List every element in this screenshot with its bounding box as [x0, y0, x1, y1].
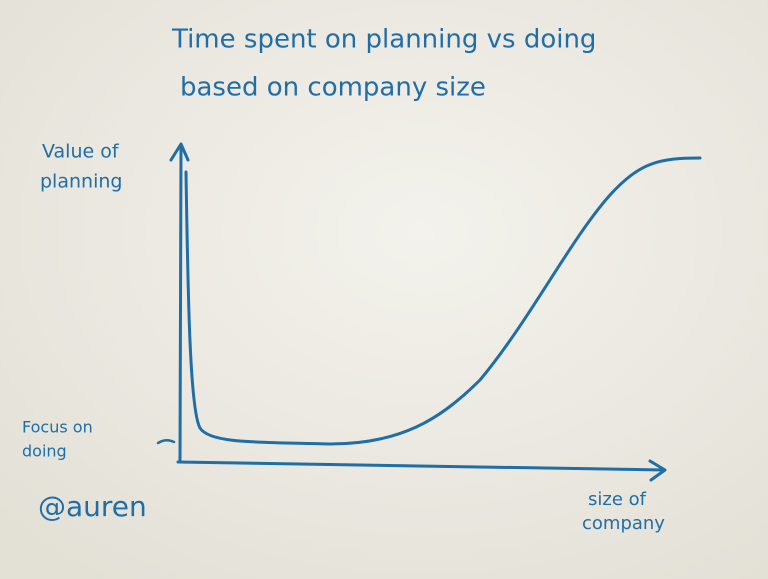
tick [156, 439, 176, 445]
title-line: Time spent on planning vs doing [171, 25, 596, 55]
y-axis [178, 144, 183, 464]
signature: @auren [38, 490, 147, 523]
x-axis [176, 460, 666, 472]
y-low-label: Focus on [22, 418, 93, 437]
y-axis-arrow [169, 142, 190, 162]
y-axis-label: planning [40, 171, 122, 193]
y-axis-label: Value of [42, 141, 120, 163]
x-axis-arrow [648, 459, 667, 482]
x-axis-label: size of [588, 489, 647, 510]
title-line: based on company size [180, 73, 486, 103]
curve [184, 156, 702, 446]
x-axis-label: company [582, 513, 665, 534]
y-low-label: doing [22, 442, 67, 461]
